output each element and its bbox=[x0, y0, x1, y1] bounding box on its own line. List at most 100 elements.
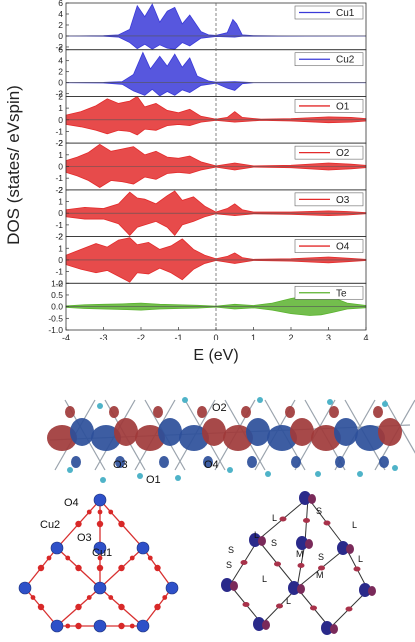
spin-density-lobe bbox=[246, 418, 270, 446]
oxygen-atom bbox=[46, 555, 52, 561]
oxygen-atom bbox=[108, 595, 114, 600]
bond-label-l6: L bbox=[286, 596, 291, 606]
sd-copper-lobe bbox=[230, 581, 238, 591]
oxygen-atom bbox=[75, 603, 82, 611]
spin-density-chain: O2 O3 O1 O4 bbox=[47, 397, 415, 486]
oxygen-atom bbox=[37, 564, 45, 572]
ligand-atom bbox=[257, 397, 263, 403]
spin-density-lobe bbox=[373, 406, 383, 418]
y-tick-label: -1 bbox=[55, 126, 63, 136]
copper-atom bbox=[165, 581, 179, 595]
copper-atom bbox=[136, 541, 150, 555]
x-tick-label: 2 bbox=[288, 333, 293, 340]
y-tick-label: -0.5 bbox=[48, 313, 63, 323]
spin-density-lobe bbox=[159, 456, 169, 468]
x-tick-label: -2 bbox=[137, 333, 145, 340]
y-tick-label: 0 bbox=[58, 208, 63, 218]
label-o1: O1 bbox=[146, 474, 161, 486]
ligand-atom bbox=[327, 399, 333, 405]
ligand-atom bbox=[67, 467, 73, 473]
bond-label-s4: S bbox=[318, 552, 324, 562]
spin-density-lattice: S L L L S S M S L S M L L bbox=[221, 491, 376, 635]
sd-copper-lobe bbox=[288, 581, 300, 595]
oxygen-atom bbox=[96, 520, 104, 528]
spin-density-lobe bbox=[379, 456, 389, 468]
dos-chart: 6420-2Cu16420-2Cu2210-1-2O1210-1-2O2210-… bbox=[4, 0, 369, 340]
legend-o4: O4 bbox=[294, 239, 364, 253]
spin-density-lobe bbox=[247, 456, 257, 468]
sd-oxygen-lobe bbox=[353, 566, 361, 572]
spin-density-lobe bbox=[47, 425, 77, 451]
sd-copper-lobe bbox=[299, 491, 311, 505]
sd-copper-lobe bbox=[221, 578, 233, 592]
sd-oxygen-lobe bbox=[303, 518, 310, 523]
spin-density-lobe bbox=[334, 418, 358, 446]
bond-label-s1: S bbox=[316, 506, 322, 516]
copper-atom bbox=[93, 581, 107, 595]
y-tick-label: 2 bbox=[58, 91, 63, 101]
y-tick-label: 2 bbox=[58, 138, 63, 148]
y-tick-label: 1.0 bbox=[51, 278, 63, 288]
legend-cu1: Cu1 bbox=[294, 5, 364, 20]
oxygen-atom bbox=[75, 564, 82, 572]
y-tick-label: -2 bbox=[55, 232, 63, 242]
x-tick-label: -3 bbox=[99, 333, 107, 340]
legend-label: O4 bbox=[336, 242, 350, 253]
sd-copper-lobe bbox=[249, 533, 261, 547]
bond-label-m2: M bbox=[316, 570, 324, 580]
sd-copper-lobe bbox=[297, 584, 305, 594]
copper-atom bbox=[93, 493, 107, 507]
legend-label: O2 bbox=[336, 148, 350, 159]
bond-label-l2: L bbox=[352, 520, 357, 530]
legend-o2: O2 bbox=[294, 145, 364, 160]
dos-area-cu1 bbox=[65, 3, 367, 50]
y-tick-label: 1 bbox=[58, 197, 63, 207]
y-tick-label: 6 bbox=[58, 0, 63, 8]
y-tick-label: -1 bbox=[55, 173, 63, 183]
oxygen-atom bbox=[162, 595, 168, 600]
spin-density-lobe bbox=[91, 425, 121, 451]
y-tick-label: 0.0 bbox=[51, 302, 63, 312]
y-tick-label: 2 bbox=[58, 185, 63, 195]
spin-density-lobe bbox=[153, 406, 163, 418]
sd-oxygen-lobe bbox=[274, 561, 281, 567]
bond-label-s5: S bbox=[226, 560, 232, 570]
copper-atom bbox=[93, 541, 107, 555]
oxygen-atom bbox=[75, 622, 82, 630]
ligand-atom bbox=[97, 403, 103, 409]
spin-density-lobe bbox=[179, 425, 209, 451]
y-axis-label: DOS (states/ eVspin) bbox=[4, 85, 23, 245]
spin-density-lobe bbox=[291, 456, 301, 468]
y-tick-label: 0.5 bbox=[51, 290, 63, 300]
spin-density-lobe bbox=[290, 418, 314, 446]
spin-density-lobe bbox=[115, 456, 125, 468]
x-tick-label: -1 bbox=[174, 333, 182, 340]
sd-copper-lobe bbox=[359, 583, 371, 597]
lattice-diagram: O4 Cu2 O3 Cu1 bbox=[18, 493, 179, 633]
sd-copper-lobe bbox=[337, 541, 349, 555]
x-tick-label: 1 bbox=[251, 333, 256, 340]
oxygen-atom bbox=[97, 555, 103, 561]
x-tick-label: 0 bbox=[213, 333, 218, 340]
sd-copper-lobe bbox=[346, 544, 354, 554]
bond-label-l3: L bbox=[254, 530, 259, 540]
dos-panel-o1: 2 1 0-1 -2 O1 bbox=[55, 91, 367, 148]
y-tick-label: -2 bbox=[55, 42, 63, 52]
copper-atom bbox=[50, 541, 64, 555]
oxygen-atom bbox=[65, 623, 71, 629]
sd-oxygen-lobe bbox=[345, 606, 353, 612]
y-tick-label: 2 bbox=[58, 232, 63, 242]
bond-label-l1: L bbox=[272, 513, 277, 523]
sd-oxygen-lobe bbox=[242, 602, 250, 607]
label-o4-lattice: O4 bbox=[64, 497, 79, 509]
oxygen-atom bbox=[86, 509, 92, 515]
oxygen-atom bbox=[30, 595, 36, 600]
spin-density-lobe bbox=[71, 456, 81, 468]
oxygen-atom bbox=[129, 623, 135, 629]
spin-density-lobe bbox=[223, 425, 253, 451]
spin-density-lobe bbox=[202, 418, 226, 446]
x-tick-label: 4 bbox=[363, 333, 368, 340]
spin-density-lobe bbox=[378, 418, 402, 446]
